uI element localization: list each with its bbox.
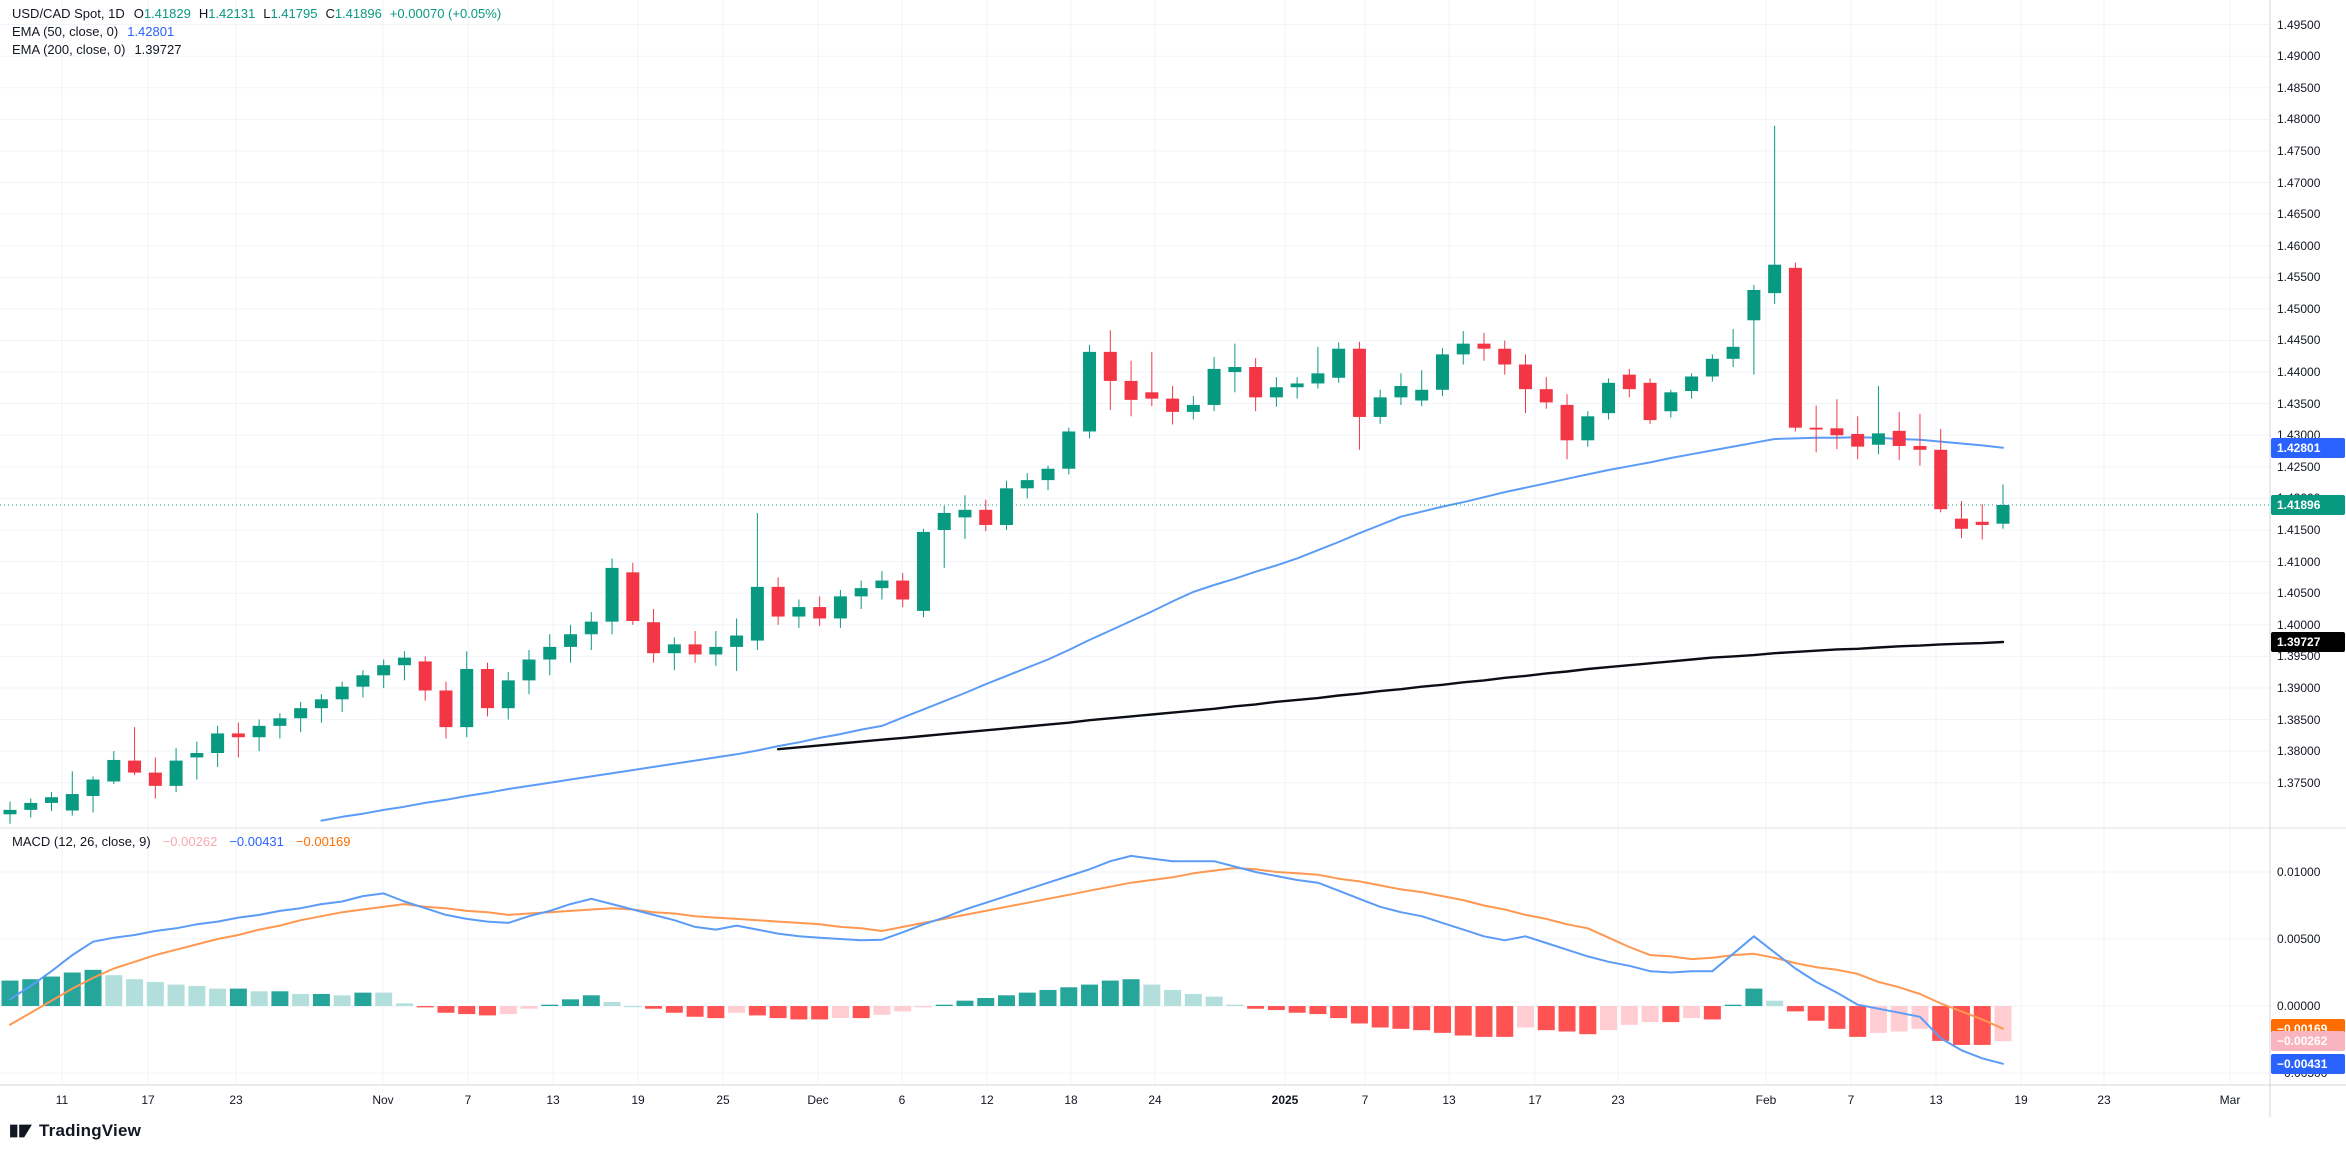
macd-signal-value: −0.00169 (295, 833, 351, 849)
tradingview-logo[interactable]: TradingView (10, 1121, 141, 1141)
axis-tick-label: 1.38500 (2277, 712, 2321, 727)
macd-badge: −0.00431 (2271, 1053, 2345, 1074)
time-axis-label: 17 (141, 1093, 155, 1107)
time-axis-label: Feb (1755, 1093, 1777, 1107)
time-axis-label: 7 (464, 1093, 472, 1107)
time-axis-label: 24 (1148, 1093, 1162, 1107)
axis-tick-label: 1.48000 (2277, 112, 2321, 127)
time-axis-label: 7 (1847, 1093, 1855, 1107)
axis-tick-label: 1.45500 (2277, 270, 2321, 285)
macd-hist-value: −0.00262 (162, 833, 218, 849)
ohlc-values: O1.41829 H1.42131 L1.41795 C1.41896 +0.0… (134, 6, 501, 21)
ema200-legend-row[interactable]: EMA (200, close, 0) 1.39727 (12, 40, 501, 58)
macd-lines (9, 854, 2004, 1065)
macd-label: MACD (12, 26, close, 9) (12, 833, 151, 849)
time-axis-label: Dec (807, 1093, 829, 1107)
open-value: 1.41829 (143, 5, 191, 21)
time-axis-label: 23 (2097, 1093, 2111, 1107)
axis-tick-label: 1.41500 (2277, 523, 2321, 538)
axis-tick-label: 1.49500 (2277, 17, 2321, 32)
symbol-title: USD/CAD Spot, 1D (12, 5, 125, 21)
axis-tick-label: 1.45000 (2277, 301, 2321, 316)
axis-tick-label: 1.38000 (2277, 744, 2321, 759)
axis-tick-label: 1.41000 (2277, 554, 2321, 569)
macd-legend-row[interactable]: MACD (12, 26, close, 9) −0.00262 −0.0043… (12, 832, 351, 850)
axis-tick-label: 1.46500 (2277, 207, 2321, 222)
close-value: 1.41896 (334, 5, 382, 21)
time-axis-label: 17 (1528, 1093, 1542, 1107)
hist-badge: −0.00262 (2271, 1031, 2345, 1052)
time-axis-label: 7 (1361, 1093, 1369, 1107)
axis-tick-label: 1.46000 (2277, 238, 2321, 253)
main-legend: USD/CAD Spot, 1D O1.41829 H1.42131 L1.41… (12, 4, 501, 58)
tradingview-logo-icon (10, 1124, 32, 1138)
macd-line-value: −0.00431 (229, 833, 284, 849)
time-axis-label: 11 (55, 1093, 69, 1107)
time-axis-label: 13 (1929, 1093, 1943, 1107)
axis-tick-label: 1.43500 (2277, 396, 2321, 411)
ema200-badge: 1.39727 (2271, 632, 2345, 653)
open-label: O (133, 5, 144, 21)
macd-histogram (1, 969, 2012, 1045)
time-axis-label: Mar (2219, 1093, 2241, 1107)
low-value: 1.41795 (270, 5, 318, 21)
time-axis-label: Nov (372, 1093, 394, 1107)
ema50-label: EMA (50, close, 0) (12, 23, 119, 39)
symbol-legend-row[interactable]: USD/CAD Spot, 1D O1.41829 H1.42131 L1.41… (12, 4, 501, 22)
ema50-value: 1.42801 (127, 23, 175, 39)
change-value: +0.00070 (+0.05%) (389, 5, 502, 21)
high-label: H (198, 5, 209, 21)
ema-lines (320, 436, 2005, 822)
close-label: C (325, 5, 335, 21)
time-axis-label: 25 (716, 1093, 730, 1107)
axis-tick-label: 1.48500 (2277, 80, 2321, 95)
time-axis-label: 23 (229, 1093, 243, 1107)
axis-tick-label: 1.47500 (2277, 143, 2321, 158)
ema50-legend-row[interactable]: EMA (50, close, 0) 1.42801 (12, 22, 501, 40)
axis-tick-label: 1.39000 (2277, 680, 2321, 695)
time-axis-label: 13 (1442, 1093, 1456, 1107)
axis-tick-label: 0.00500 (2277, 932, 2321, 946)
price-axis[interactable] (2270, 0, 2346, 1085)
time-axis-label: 19 (2014, 1093, 2028, 1107)
time-axis-label: 13 (546, 1093, 560, 1107)
ema200-value: 1.39727 (134, 41, 182, 57)
time-axis-label: 23 (1611, 1093, 1625, 1107)
time-axis-label: 6 (898, 1093, 906, 1107)
ema200-label: EMA (200, close, 0) (12, 41, 126, 57)
axis-tick-label: 1.40500 (2277, 586, 2321, 601)
gridlines (0, 0, 2270, 1085)
low-label: L (263, 5, 271, 21)
axis-tick-label: 1.37500 (2277, 775, 2321, 790)
axis-tick-label: 0.01000 (2277, 864, 2321, 879)
axis-tick-label: 1.44000 (2277, 365, 2321, 380)
time-axis-label: 12 (980, 1093, 994, 1107)
axis-tick-label: 0.00000 (2277, 999, 2321, 1014)
axis-tick-label: 1.49000 (2277, 49, 2321, 64)
candles (3, 125, 2010, 824)
price-badge: 1.41896 (2271, 494, 2345, 515)
axis-tick-label: 1.40000 (2277, 617, 2321, 632)
time-axis-label: 18 (1064, 1093, 1078, 1107)
time-axis-label: 2025 (1271, 1093, 1299, 1107)
axis-tick-label: 1.39500 (2277, 649, 2321, 664)
time-axis-label: 19 (631, 1093, 645, 1107)
axis-tick-label: 1.44500 (2277, 333, 2321, 348)
axis-tick-label: 1.47000 (2277, 175, 2321, 190)
high-value: 1.42131 (208, 5, 256, 21)
tradingview-logo-text: TradingView (39, 1121, 142, 1140)
axis-tick-label: 1.42500 (2277, 459, 2321, 474)
ema50-badge: 1.42801 (2271, 437, 2345, 458)
